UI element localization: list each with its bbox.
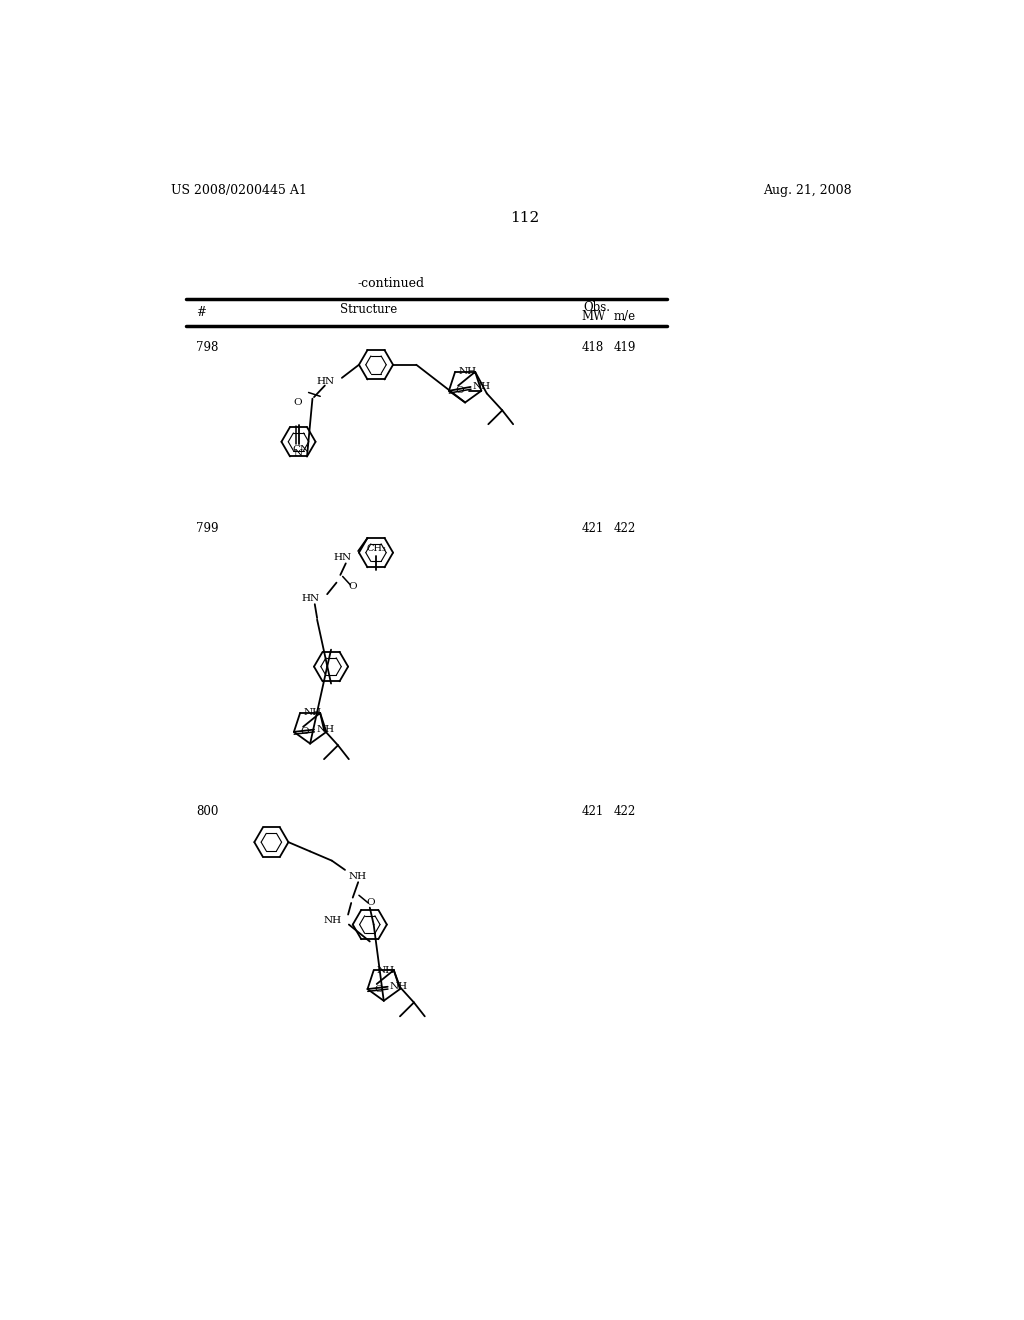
Text: Aug. 21, 2008: Aug. 21, 2008 (764, 185, 852, 197)
Text: 422: 422 (613, 805, 636, 818)
Text: Obs.: Obs. (584, 301, 610, 314)
Text: HN: HN (301, 594, 319, 602)
Text: Structure: Structure (340, 302, 397, 315)
Text: NH: NH (324, 916, 342, 925)
Text: 800: 800 (197, 805, 218, 818)
Text: 418: 418 (582, 342, 603, 354)
Text: O: O (375, 985, 383, 994)
Text: NH: NH (303, 709, 322, 718)
Text: 421: 421 (582, 521, 603, 535)
Text: O: O (348, 582, 356, 591)
Text: 799: 799 (197, 521, 219, 535)
Text: MW: MW (582, 310, 605, 323)
Text: 798: 798 (197, 342, 218, 354)
Text: #: # (197, 306, 206, 319)
Text: 112: 112 (510, 211, 540, 226)
Text: HN: HN (334, 553, 352, 562)
Text: CN: CN (292, 445, 309, 454)
Text: -continued: -continued (358, 277, 425, 290)
Text: 421: 421 (582, 805, 603, 818)
Text: O: O (456, 387, 464, 395)
Text: HN: HN (316, 378, 334, 387)
Text: NH: NH (458, 367, 476, 376)
Text: NH: NH (377, 966, 395, 974)
Text: NH: NH (390, 982, 409, 991)
Text: m/e: m/e (613, 310, 635, 323)
Text: O: O (293, 399, 302, 407)
Text: NH: NH (349, 871, 367, 880)
Text: O: O (367, 899, 376, 907)
Text: O: O (301, 727, 309, 737)
Text: 419: 419 (613, 342, 636, 354)
Text: CH₃: CH₃ (366, 544, 386, 553)
Text: NH: NH (316, 725, 335, 734)
Text: N: N (294, 449, 303, 458)
Text: 422: 422 (613, 521, 636, 535)
Text: US 2008/0200445 A1: US 2008/0200445 A1 (171, 185, 306, 197)
Text: NH: NH (473, 383, 492, 392)
